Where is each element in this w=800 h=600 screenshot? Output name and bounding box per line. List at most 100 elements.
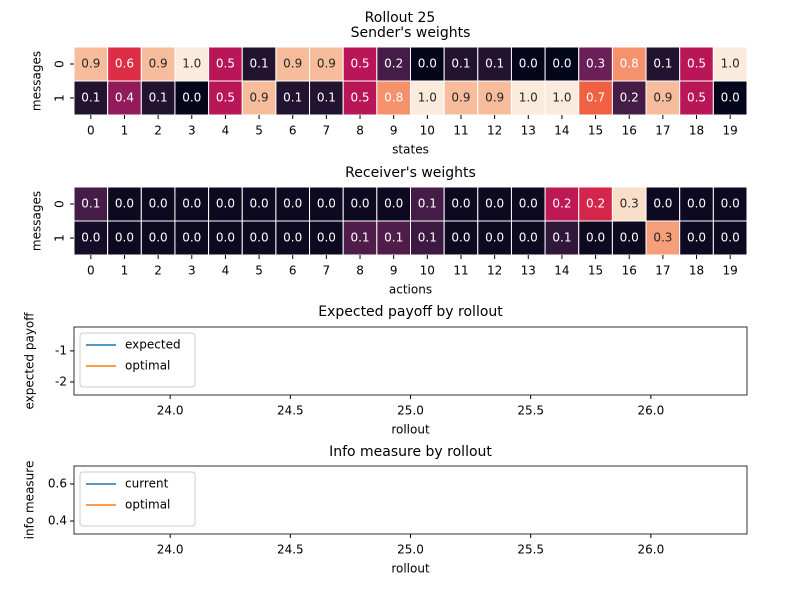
x-tick-label: 9 — [390, 264, 398, 278]
heatmap-cell — [611, 46, 647, 82]
x-tick-label: 17 — [655, 124, 670, 138]
cell-label: 0.0 — [283, 231, 302, 245]
x-tick-label: 17 — [655, 264, 670, 278]
x-tick-label: 9 — [390, 124, 398, 138]
x-tick-label: 11 — [453, 124, 468, 138]
heatmap-cell — [208, 220, 243, 256]
x-tick-label: 14 — [554, 264, 569, 278]
x-tick-label: 3 — [188, 264, 196, 278]
heatmap-cell — [578, 80, 613, 116]
cell-label: 0.5 — [350, 57, 369, 71]
cell-label: 0.3 — [653, 231, 672, 245]
x-tick-label: 24.0 — [157, 543, 184, 557]
x-axis-label: rollout — [391, 562, 430, 576]
heatmap-cell — [443, 220, 479, 256]
x-tick-label: 3 — [188, 124, 196, 138]
cell-label: 0.9 — [149, 57, 168, 71]
y-tick-label: 1 — [53, 234, 67, 242]
x-tick-label: 6 — [289, 124, 297, 138]
cell-label: 1.0 — [418, 91, 437, 105]
x-tick-label: 26.0 — [637, 543, 664, 557]
x-tick-label: 7 — [323, 264, 331, 278]
heatmap-cell — [611, 186, 647, 222]
cell-label: 0.0 — [182, 231, 201, 245]
heatmap-cell — [410, 80, 445, 116]
x-tick-label: 16 — [622, 264, 637, 278]
cell-label: 0.9 — [451, 91, 470, 105]
legend-label: optimal — [125, 498, 170, 512]
cell-label: 0.2 — [620, 91, 639, 105]
heatmap-cell — [140, 186, 176, 222]
legend-box — [79, 471, 196, 527]
legend-label: current — [125, 477, 169, 491]
cell-label: 0.0 — [81, 231, 100, 245]
cell-label: 0.0 — [418, 57, 437, 71]
heatmap-cell — [611, 80, 647, 116]
x-tick-label: 13 — [521, 124, 536, 138]
cell-label: 0.9 — [283, 57, 302, 71]
cell-label: 0.6 — [115, 57, 134, 71]
cell-label: 0.0 — [250, 231, 269, 245]
cell-label: 0.0 — [721, 197, 740, 211]
x-tick-label: 25.0 — [397, 404, 424, 418]
x-tick-label: 24.0 — [157, 404, 184, 418]
heatmap-cell — [578, 46, 613, 82]
heatmap-cell — [712, 186, 748, 222]
cell-label: 0.5 — [687, 91, 706, 105]
cell-label: 0.1 — [317, 91, 336, 105]
cell-label: 0.1 — [451, 57, 470, 71]
heatmap-cell — [275, 186, 311, 222]
y-axis-label: expected payoff — [23, 312, 37, 410]
cell-label: 0.0 — [721, 91, 740, 105]
heatmap-cell — [309, 220, 344, 256]
x-axis-label: rollout — [391, 423, 430, 437]
cell-label: 0.5 — [216, 57, 235, 71]
cell-label: 0.8 — [384, 91, 403, 105]
heatmap-cell — [275, 80, 311, 116]
cell-label: 0.1 — [418, 197, 437, 211]
x-tick-label: 0 — [87, 124, 95, 138]
chart-title: Info measure by rollout — [329, 444, 492, 460]
x-tick-label: 13 — [521, 264, 536, 278]
heatmap-cell — [443, 46, 479, 82]
x-tick-label: 7 — [323, 124, 331, 138]
x-tick-label: 4 — [222, 124, 230, 138]
y-tick-label: -1 — [55, 343, 67, 357]
cell-label: 0.0 — [115, 231, 134, 245]
x-tick-label: 12 — [487, 124, 502, 138]
cell-label: 0.0 — [552, 57, 571, 71]
x-tick-label: 4 — [222, 264, 230, 278]
cell-label: 0.0 — [586, 231, 605, 245]
x-tick-label: 12 — [487, 264, 502, 278]
x-tick-label: 15 — [588, 124, 603, 138]
y-tick-label: 1 — [53, 94, 67, 102]
cell-label: 0.9 — [653, 91, 672, 105]
cell-label: 0.0 — [182, 91, 201, 105]
cell-label: 0.1 — [149, 91, 168, 105]
cell-label: 0.3 — [586, 57, 605, 71]
x-axis-label: actions — [389, 283, 432, 297]
cell-label: 0.0 — [216, 231, 235, 245]
x-tick-label: 0 — [87, 264, 95, 278]
heatmap-cell — [645, 46, 681, 82]
chart-title: Sender's weights — [351, 25, 471, 41]
cell-label: 1.0 — [519, 91, 538, 105]
cell-label: 0.1 — [485, 57, 504, 71]
heatmap-cell — [712, 46, 748, 82]
cell-label: 0.0 — [384, 197, 403, 211]
cell-label: 0.0 — [519, 197, 538, 211]
cell-label: 1.0 — [182, 57, 201, 71]
x-tick-label: 16 — [622, 124, 637, 138]
y-axis-label: messages — [30, 191, 44, 251]
cell-label: 0.2 — [384, 57, 403, 71]
cell-label: 0.0 — [653, 197, 672, 211]
cell-label: 0.0 — [451, 231, 470, 245]
cell-label: 0.9 — [250, 91, 269, 105]
heatmap-cell — [309, 46, 344, 82]
heatmap-cell — [309, 186, 344, 222]
cell-label: 0.4 — [115, 91, 134, 105]
cell-label: 0.0 — [283, 197, 302, 211]
y-tick-label: 0 — [53, 60, 67, 68]
cell-label: 0.0 — [317, 197, 336, 211]
cell-label: 0.5 — [687, 57, 706, 71]
